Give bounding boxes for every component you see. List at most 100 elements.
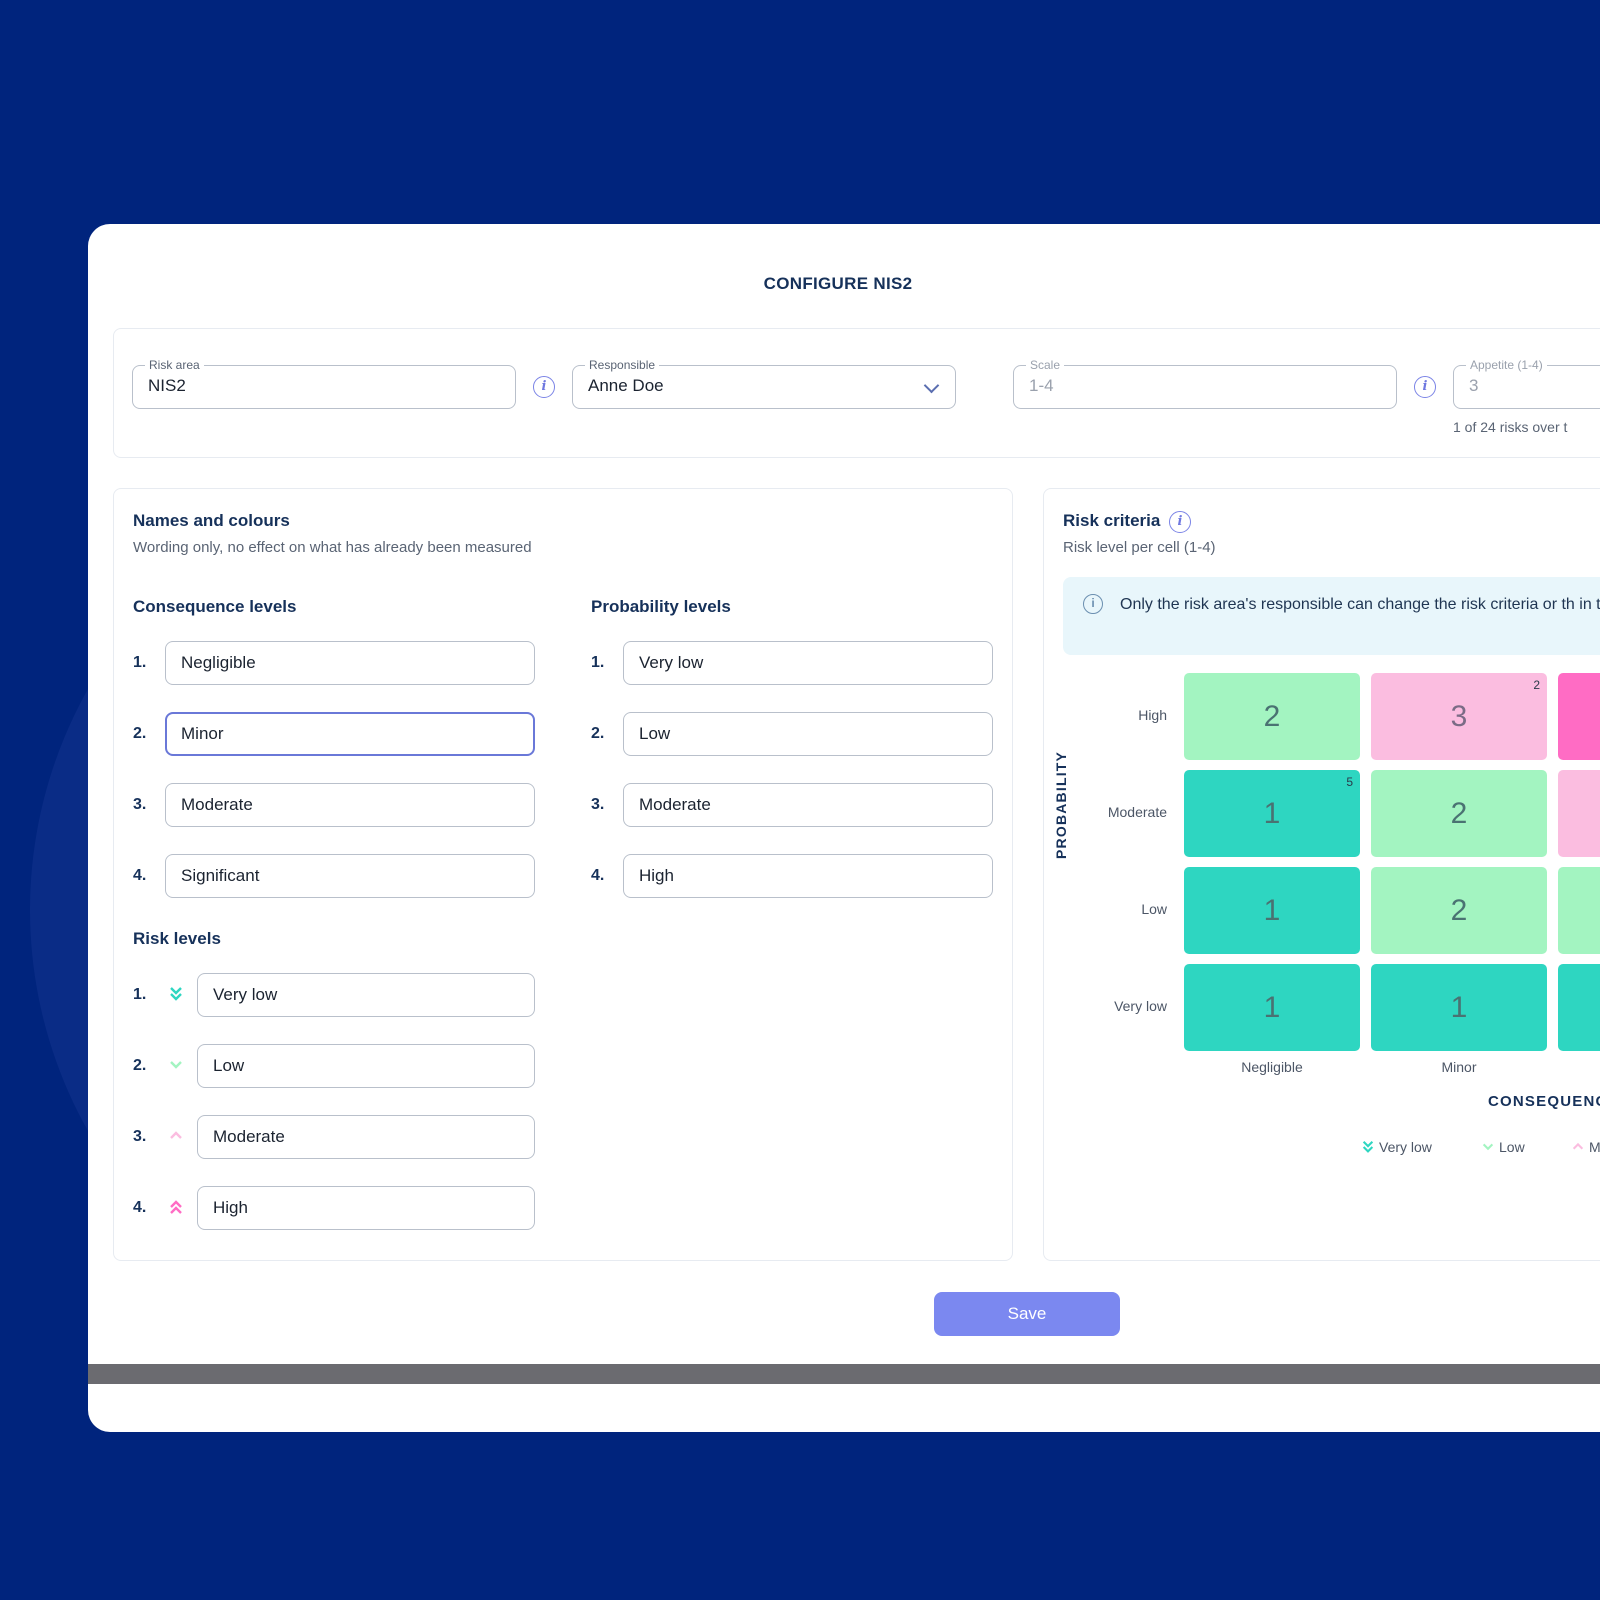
- risk-field-1[interactable]: [197, 973, 535, 1017]
- row-label-very-low: Very low: [1114, 998, 1167, 1014]
- risk-area-field[interactable]: Risk area: [132, 358, 516, 409]
- scale-info-icon[interactable]: i: [1414, 376, 1436, 398]
- risk-levels-title: Risk levels: [133, 929, 221, 948]
- matrix-cell[interactable]: 2: [1371, 867, 1547, 954]
- probability-axis-label: PROBABILITY: [1053, 750, 1069, 859]
- col-label-minor: Minor: [1441, 1059, 1477, 1075]
- background-strip: [88, 1364, 1600, 1384]
- cell-risk-count: 5: [1346, 775, 1353, 789]
- legend-moderate: M: [1571, 1139, 1600, 1155]
- scale-label: Scale: [1026, 358, 1065, 372]
- dialog-title: CONFIGURE NIS2: [763, 274, 913, 293]
- matrix-cell[interactable]: 1: [1371, 964, 1547, 1051]
- appetite-label: Appetite (1-4): [1466, 358, 1547, 372]
- probability-field-3[interactable]: [623, 783, 993, 827]
- risk-area-label: Risk area: [145, 358, 204, 372]
- consequence-input-3[interactable]: [181, 795, 494, 815]
- probability-num-4: 4.: [591, 867, 605, 884]
- risk-input-1[interactable]: [213, 985, 499, 1005]
- responsible-select[interactable]: Responsible: [572, 358, 956, 409]
- responsible-input[interactable]: [588, 376, 913, 396]
- double-chevron-up-icon: [170, 1200, 182, 1214]
- matrix-cell[interactable]: [1558, 964, 1600, 1051]
- names-colours-title: Names and colours: [133, 511, 290, 530]
- consequence-field-1[interactable]: [165, 641, 535, 685]
- matrix-cell[interactable]: 2: [1371, 770, 1547, 857]
- cell-risk-count: 2: [1533, 678, 1540, 692]
- chevron-down-icon: [923, 377, 940, 394]
- risk-area-info-icon[interactable]: i: [533, 376, 555, 398]
- consequence-num-2: 2.: [133, 725, 147, 742]
- appetite-hint: 1 of 24 risks over t: [1453, 419, 1568, 435]
- legend-very-low: Very low: [1361, 1139, 1432, 1155]
- cell-value: 1: [1263, 796, 1281, 830]
- responsible-notice: i Only the risk area's responsible can c…: [1063, 577, 1600, 655]
- probability-input-4[interactable]: [639, 866, 952, 886]
- risk-criteria-info-icon[interactable]: i: [1169, 511, 1191, 533]
- risk-criteria-title: Risk criteria: [1063, 511, 1161, 530]
- consequence-field-2[interactable]: [165, 712, 535, 756]
- cell-value: 1: [1263, 893, 1281, 927]
- consequence-input-2[interactable]: [181, 724, 493, 744]
- risk-num-1: 1.: [133, 986, 147, 1003]
- consequence-field-3[interactable]: [165, 783, 535, 827]
- probability-input-3[interactable]: [639, 795, 952, 815]
- settings-card: Risk area i Responsible Scale i Appetite…: [113, 328, 1600, 458]
- matrix-cell[interactable]: 1: [1184, 964, 1360, 1051]
- configure-dialog: CONFIGURE NIS2 Risk area i Responsible S…: [88, 224, 1600, 1364]
- probability-num-3: 3.: [591, 796, 605, 813]
- risk-field-3[interactable]: [197, 1115, 535, 1159]
- risk-field-2[interactable]: [197, 1044, 535, 1088]
- consequence-num-3: 3.: [133, 796, 147, 813]
- risk-field-4[interactable]: [197, 1186, 535, 1230]
- matrix-cell[interactable]: 1: [1184, 867, 1360, 954]
- cell-value: 2: [1450, 893, 1468, 927]
- chevron-up-icon: [170, 1131, 182, 1139]
- probability-field-4[interactable]: [623, 854, 993, 898]
- chevron-up-icon: [1572, 1142, 1584, 1150]
- consequence-input-1[interactable]: [181, 653, 494, 673]
- risk-area-input[interactable]: [148, 376, 473, 396]
- risk-input-2[interactable]: [213, 1056, 499, 1076]
- consequence-num-1: 1.: [133, 654, 147, 671]
- scale-input: [1029, 376, 1354, 396]
- probability-levels-title: Probability levels: [591, 597, 731, 616]
- probability-num-1: 1.: [591, 654, 605, 671]
- probability-field-1[interactable]: [623, 641, 993, 685]
- names-colours-subtitle: Wording only, no effect on what has alre…: [133, 539, 532, 556]
- consequence-axis-label: CONSEQUENC: [1488, 1093, 1600, 1110]
- risk-num-3: 3.: [133, 1128, 147, 1145]
- cell-value: 2: [1263, 699, 1281, 733]
- consequence-input-4[interactable]: [181, 866, 494, 886]
- probability-input-1[interactable]: [639, 653, 952, 673]
- risk-num-4: 4.: [133, 1199, 147, 1216]
- probability-field-2[interactable]: [623, 712, 993, 756]
- matrix-cell[interactable]: [1558, 867, 1600, 954]
- appetite-field[interactable]: Appetite (1-4): [1453, 358, 1600, 409]
- cell-value: 2: [1450, 796, 1468, 830]
- cell-value: 1: [1263, 990, 1281, 1024]
- row-label-moderate: Moderate: [1107, 804, 1167, 820]
- probability-input-2[interactable]: [639, 724, 952, 744]
- names-colours-card: Names and colours Wording only, no effec…: [113, 488, 1013, 1261]
- consequence-levels-title: Consequence levels: [133, 597, 297, 616]
- notice-info-icon: i: [1083, 594, 1103, 614]
- matrix-cell[interactable]: [1558, 770, 1600, 857]
- row-label-low: Low: [1141, 901, 1167, 917]
- double-chevron-down-icon: [1362, 1141, 1374, 1153]
- save-button[interactable]: Save: [934, 1292, 1120, 1336]
- scale-field: Scale: [1013, 358, 1397, 409]
- matrix-cell[interactable]: 2: [1184, 673, 1360, 760]
- col-label-negligible: Negligible: [1241, 1059, 1303, 1075]
- risk-input-4[interactable]: [213, 1198, 499, 1218]
- risk-input-3[interactable]: [213, 1127, 499, 1147]
- appetite-input[interactable]: [1469, 376, 1600, 396]
- matrix-cell[interactable]: [1558, 673, 1600, 760]
- chevron-down-icon: [1482, 1143, 1494, 1151]
- risk-criteria-subtitle: Risk level per cell (1-4): [1063, 539, 1216, 556]
- probability-num-2: 2.: [591, 725, 605, 742]
- double-chevron-down-icon: [170, 987, 182, 1001]
- consequence-field-4[interactable]: [165, 854, 535, 898]
